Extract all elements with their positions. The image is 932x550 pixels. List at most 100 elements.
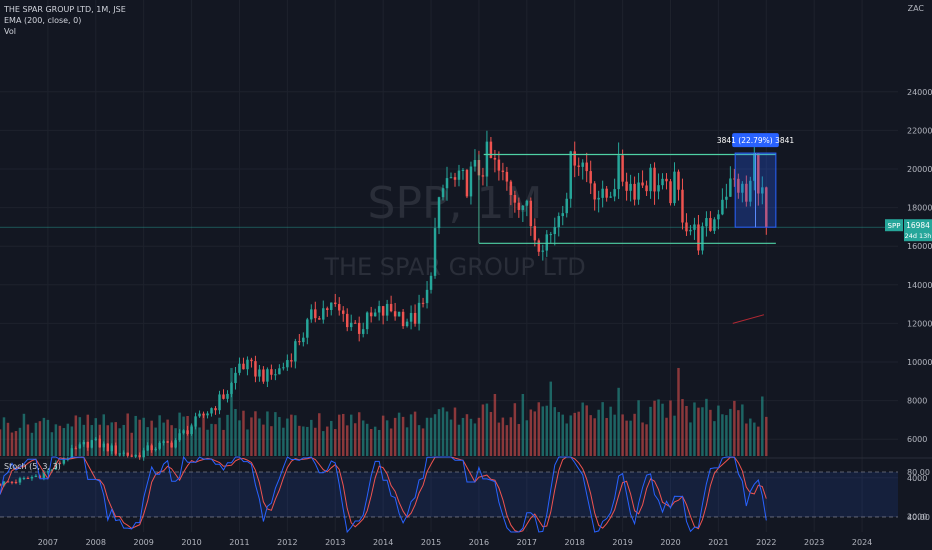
candle-body xyxy=(633,183,636,200)
volume-bar xyxy=(489,411,493,456)
volume-bar xyxy=(218,417,221,456)
volume-bar xyxy=(425,417,429,456)
volume-bar xyxy=(753,422,756,456)
candle-body xyxy=(445,178,449,189)
volume-bar xyxy=(749,418,752,456)
candle-body xyxy=(226,393,229,399)
volume-bar xyxy=(266,411,269,456)
volume-bar xyxy=(258,418,261,456)
stoch-band xyxy=(0,472,898,517)
volume-bar xyxy=(401,416,405,456)
price-symbol-bg xyxy=(885,219,903,232)
candle-body xyxy=(258,369,261,377)
candle-body xyxy=(322,308,325,320)
volume-bar xyxy=(633,413,636,456)
candle-body xyxy=(469,166,473,197)
candle-body xyxy=(357,322,361,334)
volume-bar xyxy=(561,414,564,456)
volume-bar xyxy=(653,400,656,456)
volume-bar xyxy=(146,427,149,456)
candle-body xyxy=(673,171,676,204)
volume-bar xyxy=(274,412,277,456)
candle-body xyxy=(30,476,34,479)
candle-body xyxy=(206,413,209,416)
volume-bar xyxy=(565,423,568,456)
candle-body xyxy=(629,183,632,191)
volume-bar xyxy=(697,407,700,456)
price-countdown-label: 24d 13h xyxy=(905,232,932,240)
currency-label: ZAC xyxy=(907,4,924,13)
candle-body xyxy=(589,171,592,184)
candle-body xyxy=(222,394,225,399)
candle-body xyxy=(557,216,560,228)
candle-body xyxy=(34,475,38,477)
volume-bar xyxy=(361,420,365,456)
volume-bar xyxy=(453,407,457,456)
candle-body xyxy=(481,175,485,177)
candle-body xyxy=(389,303,393,312)
volume-bar xyxy=(605,417,608,456)
volume-bar xyxy=(573,412,576,456)
volume-bar xyxy=(178,412,181,456)
candle-body xyxy=(441,188,445,198)
candle-body xyxy=(437,197,441,229)
volume-bar xyxy=(405,427,409,456)
volume-bar xyxy=(513,403,517,456)
volume-bar xyxy=(186,415,189,456)
volume-bar xyxy=(110,422,113,456)
candle-body xyxy=(753,153,756,181)
volume-bar xyxy=(126,413,129,456)
measure-label: 3841 (22.79%) 3841 xyxy=(717,136,795,145)
y-tick-label: 18000 xyxy=(907,204,932,213)
x-tick-label: 2012 xyxy=(277,538,297,547)
candle-body xyxy=(621,155,624,182)
volume-bar xyxy=(182,416,185,456)
volume-bar xyxy=(210,423,213,456)
volume-bar xyxy=(557,412,560,456)
volume-bar xyxy=(2,417,6,456)
candle-body xyxy=(637,182,640,200)
candle-body xyxy=(617,155,620,190)
candle-body xyxy=(58,462,62,464)
candle-body xyxy=(54,462,58,470)
volume-bar xyxy=(365,423,369,456)
volume-bar xyxy=(330,420,333,456)
stoch-level-label: 80.00 xyxy=(907,468,930,477)
volume-bar xyxy=(593,418,596,456)
volume-bar xyxy=(389,428,393,456)
x-tick-label: 2021 xyxy=(708,538,728,547)
candle-body xyxy=(737,178,740,193)
candle-body xyxy=(341,310,345,314)
candle-body xyxy=(298,341,301,343)
candle-body xyxy=(278,368,281,375)
volume-bar xyxy=(649,406,652,456)
candle-body xyxy=(665,178,668,182)
candle-body xyxy=(26,478,30,480)
candle-body xyxy=(326,308,329,311)
candle-body xyxy=(681,189,684,223)
candle-body xyxy=(22,478,26,480)
candle-body xyxy=(461,169,465,171)
volume-bar xyxy=(326,426,329,456)
candle-body xyxy=(605,188,608,198)
y-tick-label: 16000 xyxy=(907,242,932,251)
candle-body xyxy=(601,188,604,198)
volume-bar xyxy=(657,399,660,456)
volume-bar xyxy=(705,398,708,456)
volume-bar xyxy=(669,400,672,456)
volume-bar xyxy=(158,415,161,456)
candle-body xyxy=(262,369,265,382)
candle-body xyxy=(306,319,309,338)
volume-bar xyxy=(409,414,413,456)
candle-body xyxy=(274,374,277,376)
candle-body xyxy=(417,302,421,324)
volume-bar xyxy=(106,425,109,456)
volume-bar xyxy=(445,411,449,456)
candle-body xyxy=(661,178,664,186)
volume-bar xyxy=(74,415,78,456)
volume-bar xyxy=(50,432,54,456)
candle-body xyxy=(609,196,612,198)
x-tick-label: 2018 xyxy=(565,538,585,547)
candle-body xyxy=(745,183,748,202)
